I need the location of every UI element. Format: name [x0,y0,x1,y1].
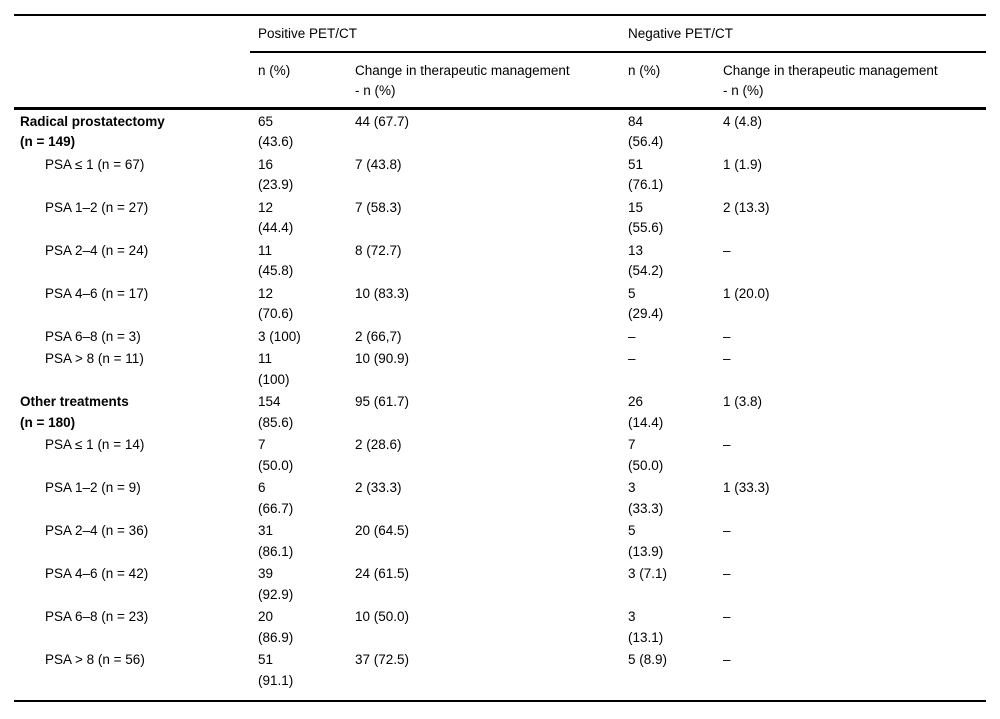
cell-negative-change: – [723,523,731,538]
cell-negative-n: 5 (29.4) [628,285,664,322]
cell-positive-change: 95 (61.7) [355,394,410,409]
row-label: PSA 1–2 (n = 27) [45,199,149,215]
cell-negative-change: – [723,328,731,344]
row-label: Radical prostatectomy (n = 149) [20,113,165,150]
cell-positive-n: 51 (91.1) [250,648,347,702]
cell-positive-n: 7 (50.0) [258,437,294,473]
table-row: PSA 6–8 (n = 23) 20 (86.9) 10 (50.0) 3 (… [14,605,986,648]
table-row: PSA 6–8 (n = 3) 3 (100) 2 (66,7) – – [14,325,986,348]
row-label: PSA ≤ 1 (n = 67) [45,156,145,172]
cell-positive-n: 39 (92.9) [258,566,294,602]
cell-negative-n: 3 (13.1) [628,609,664,645]
cell-positive-change: 10 (90.9) [355,351,410,366]
cell-positive-change: 24 (61.5) [355,566,410,581]
cell-positive-change: 37 (72.5) [347,648,620,702]
cell-negative-n: 3 (33.3) [628,480,664,516]
row-label: PSA 2–4 (n = 24) [45,242,149,258]
cell-positive-n: 154 (85.6) [258,394,294,430]
sub-header-negative-change: Change in therapeutic management - n (%) [715,51,986,110]
table-row: PSA ≤ 1 (n = 67) 16 (23.9) 7 (43.8) 51 (… [14,153,986,196]
cell-positive-n: 3 (100) [258,328,301,344]
cell-positive-change: 2 (33.3) [355,480,402,495]
cell-positive-n: 20 (86.9) [258,609,294,645]
cell-positive-change: 7 (58.3) [355,199,402,215]
row-label: PSA 6–8 (n = 3) [45,328,141,344]
cell-negative-change: 1 (33.3) [723,480,770,495]
cell-positive-n: 11 (45.8) [258,242,294,279]
row-label: PSA 4–6 (n = 42) [45,566,149,581]
row-label: Other treatments (n = 180) [20,394,129,430]
table-row: Radical prostatectomy (n = 149) 65 (43.6… [14,108,986,153]
table-row: PSA 2–4 (n = 24) 11 (45.8) 8 (72.7) 13 (… [14,239,986,282]
cell-negative-change: – [723,609,731,624]
sub-header-row: n (%) Change in therapeutic management -… [14,51,986,110]
row-label: PSA > 8 (n = 11) [45,351,144,366]
table-row: Other treatments (n = 180) 154 (85.6) 95… [14,390,986,433]
cell-negative-change: 2 (13.3) [723,199,770,215]
pet-ct-results-table: Positive PET/CT Negative PET/CT n (%) Ch… [14,14,986,702]
pet-ct-results-table-container: Positive PET/CT Negative PET/CT n (%) Ch… [14,14,986,702]
cell-positive-change: 10 (50.0) [355,609,410,624]
cell-negative-change: – [715,648,986,702]
group-header-negative: Negative PET/CT [620,14,986,53]
row-label: PSA 6–8 (n = 23) [45,609,149,624]
cell-negative-n: 3 (7.1) [628,566,668,581]
sub-header-empty [14,51,250,110]
cell-positive-change: 10 (83.3) [355,285,410,301]
sub-header-positive-n: n (%) [250,51,347,110]
cell-positive-n: 11 (100) [258,351,290,387]
table-row: PSA ≤ 1 (n = 14) 7 (50.0) 2 (28.6) 7 (50… [14,433,986,476]
cell-negative-n: 5 (8.9) [620,648,715,702]
cell-positive-change: 2 (66,7) [355,328,402,344]
row-label: PSA 2–4 (n = 36) [45,523,149,538]
cell-positive-change: 7 (43.8) [355,156,402,172]
cell-negative-n: 15 (55.6) [628,199,664,236]
cell-negative-change: – [723,437,731,452]
cell-positive-n: 6 (66.7) [258,480,294,516]
row-label: PSA > 8 (n = 56) [14,648,250,702]
sub-header-positive-change: Change in therapeutic management - n (%) [347,51,620,110]
cell-negative-n: 7 (50.0) [628,437,664,473]
cell-negative-change: 4 (4.8) [723,113,763,129]
table-header: Positive PET/CT Negative PET/CT n (%) Ch… [14,14,986,110]
group-header-empty [14,14,250,52]
row-label: PSA 1–2 (n = 9) [45,480,141,495]
group-header-positive: Positive PET/CT [250,14,620,53]
cell-negative-change: 1 (20.0) [723,285,770,301]
cell-positive-n: 65 (43.6) [258,113,294,150]
cell-negative-change: – [723,566,731,581]
cell-negative-n: – [628,328,636,344]
sub-header-negative-n: n (%) [620,51,715,110]
cell-positive-n: 12 (70.6) [258,285,294,322]
cell-negative-n: 5 (13.9) [628,523,664,559]
cell-positive-change: 2 (28.6) [355,437,402,452]
table-row: PSA 2–4 (n = 36) 31 (86.1) 20 (64.5) 5 (… [14,519,986,562]
table-row: PSA 4–6 (n = 42) 39 (92.9) 24 (61.5) 3 (… [14,562,986,605]
row-label: PSA 4–6 (n = 17) [45,285,149,301]
table-row: PSA > 8 (n = 11) 11 (100) 10 (90.9) – – [14,347,986,390]
cell-positive-n: 31 (86.1) [258,523,294,559]
cell-negative-change: – [723,242,731,258]
cell-positive-n: 16 (23.9) [258,156,294,193]
cell-negative-change: 1 (1.9) [723,156,763,172]
cell-positive-change: 20 (64.5) [355,523,410,538]
cell-negative-n: 84 (56.4) [628,113,664,150]
group-header-row: Positive PET/CT Negative PET/CT [14,14,986,53]
cell-positive-n: 12 (44.4) [258,199,294,236]
table-row: PSA 1–2 (n = 9) 6 (66.7) 2 (33.3) 3 (33.… [14,476,986,519]
table-row: PSA 1–2 (n = 27) 12 (44.4) 7 (58.3) 15 (… [14,196,986,239]
cell-negative-change: 1 (3.8) [723,394,763,409]
table-row: PSA 4–6 (n = 17) 12 (70.6) 10 (83.3) 5 (… [14,282,986,325]
cell-negative-n: 26 (14.4) [628,394,664,430]
cell-negative-change: – [723,351,731,366]
cell-negative-n: 51 (76.1) [628,156,664,193]
table-row: PSA > 8 (n = 56) 51 (91.1) 37 (72.5) 5 (… [14,648,986,702]
table-body: Radical prostatectomy (n = 149) 65 (43.6… [14,108,986,702]
cell-negative-n: 13 (54.2) [628,242,664,279]
cell-positive-change: 8 (72.7) [355,242,402,258]
row-label: PSA ≤ 1 (n = 14) [45,437,145,452]
cell-negative-n: – [628,351,636,366]
cell-positive-change: 44 (67.7) [355,113,410,129]
